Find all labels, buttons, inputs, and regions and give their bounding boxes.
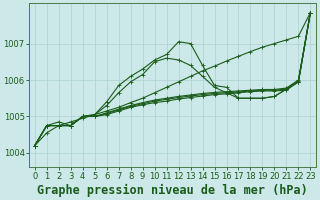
- X-axis label: Graphe pression niveau de la mer (hPa): Graphe pression niveau de la mer (hPa): [37, 183, 308, 197]
